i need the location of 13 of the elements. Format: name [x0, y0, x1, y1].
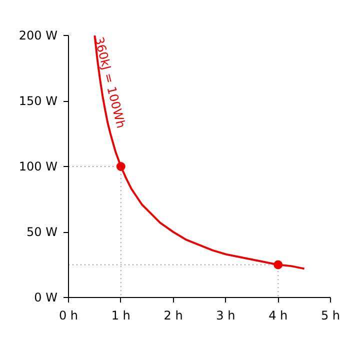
x-tick-label: 2 h — [164, 308, 183, 322]
x-tick-label: 3 h — [216, 308, 236, 322]
y-tick-label: 100 W — [18, 160, 58, 174]
y-tick-label: 50 W — [26, 225, 58, 239]
y-tick-label: 200 W — [18, 28, 58, 42]
x-tick-label: 0 h — [58, 308, 78, 322]
annotation: 360kJ = 100Wh — [92, 36, 128, 130]
line-series — [94, 36, 306, 270]
x-tick-label: 1 h — [111, 308, 130, 322]
x-tick-label: 5 h — [320, 308, 340, 322]
x-tick-label: 4 h — [268, 308, 288, 322]
y-tick-label: 0 W — [34, 290, 58, 304]
y-tick-label: 150 W — [18, 94, 58, 108]
